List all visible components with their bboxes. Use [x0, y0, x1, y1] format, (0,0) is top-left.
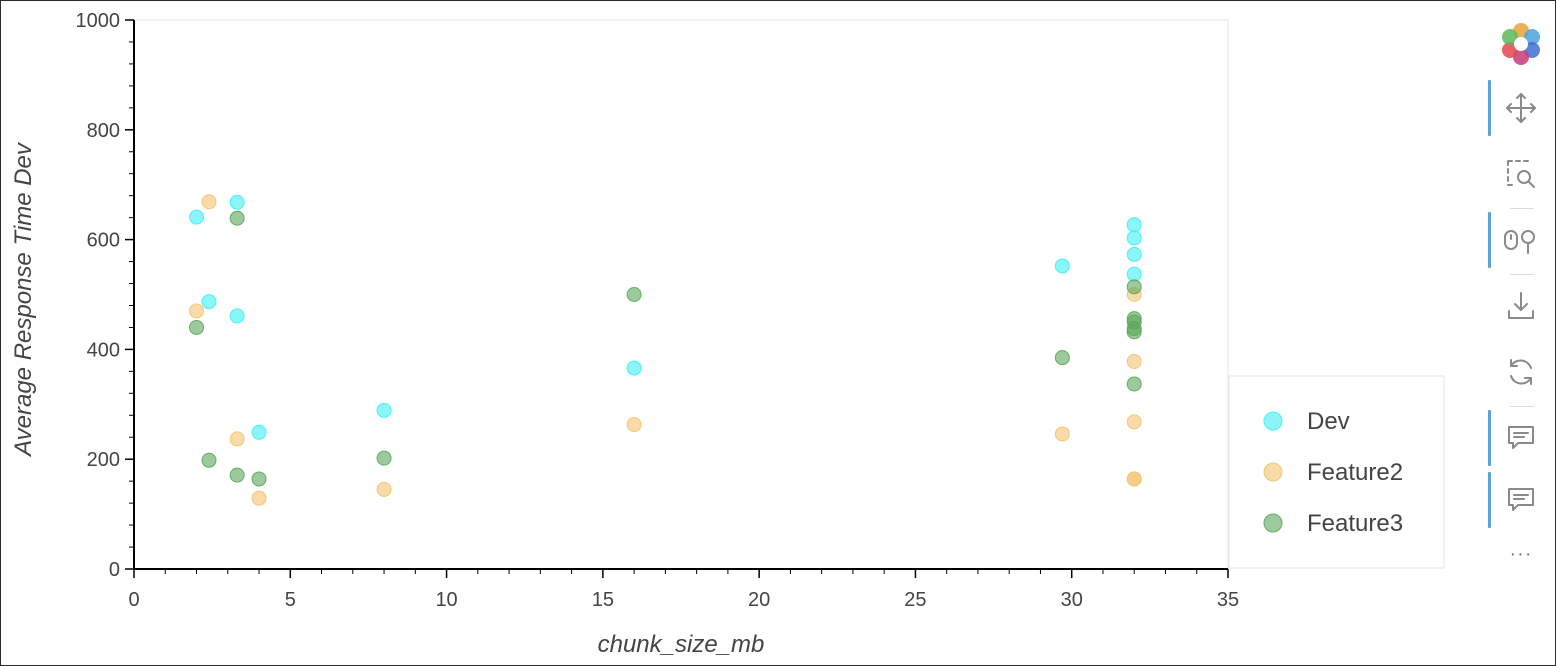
point-feature3-1[interactable] [201, 452, 217, 468]
point-feature3-6[interactable] [626, 287, 642, 302]
box-zoom-tool-button[interactable] [1486, 144, 1556, 204]
y-tick-label: 200 [87, 449, 120, 471]
hover-tooltip-icon [1508, 426, 1534, 449]
points-layer [189, 194, 1142, 506]
legend-label-dev[interactable]: Dev [1307, 408, 1350, 435]
hover-tool-button-2[interactable] [1486, 470, 1556, 530]
y-tick-label: 1000 [76, 10, 121, 32]
point-feature3-12[interactable] [1126, 324, 1142, 340]
point-dev-2[interactable] [229, 194, 245, 210]
point-feature3-0[interactable] [189, 319, 205, 335]
x-tick-label: 35 [1217, 589, 1239, 611]
chart-toolbar: ··· [1486, 14, 1556, 574]
plot-area[interactable] [133, 19, 1229, 570]
wheel-zoom-icon [1504, 230, 1535, 254]
point-feature3-13[interactable] [1126, 376, 1142, 392]
more-options-icon[interactable]: ··· [1509, 543, 1533, 565]
point-feature2-0[interactable] [189, 303, 205, 319]
bokeh-logo-icon[interactable] [1486, 14, 1556, 74]
point-dev-9[interactable] [1126, 230, 1142, 246]
point-dev-4[interactable] [251, 424, 267, 440]
legend-label-feature3[interactable]: Feature3 [1307, 510, 1403, 537]
hover-tool-button-1[interactable] [1486, 408, 1556, 468]
point-feature2-5[interactable] [626, 417, 642, 433]
point-dev-0[interactable] [189, 209, 205, 225]
reset-icon [1510, 359, 1532, 385]
legend-swatch-feature2[interactable] [1263, 462, 1283, 482]
legend-label-feature2[interactable]: Feature2 [1307, 459, 1403, 486]
point-feature3-4[interactable] [251, 471, 267, 487]
y-tick-label: 0 [109, 559, 120, 581]
hover-tooltip-icon [1508, 488, 1534, 511]
point-feature2-8[interactable] [1126, 353, 1142, 369]
reset-tool-button[interactable] [1486, 342, 1556, 402]
point-feature2-11[interactable] [1126, 471, 1142, 487]
point-feature2-6[interactable] [1054, 426, 1070, 442]
box-zoom-icon [1507, 160, 1535, 188]
point-feature2-2[interactable] [229, 431, 245, 447]
y-tick-label: 400 [87, 339, 120, 361]
x-tick-label: 5 [285, 589, 296, 611]
pan-move-icon [1506, 93, 1536, 123]
point-feature2-9[interactable] [1126, 414, 1142, 430]
point-feature3-3[interactable] [229, 467, 245, 483]
point-feature3-8[interactable] [1126, 279, 1142, 295]
save-download-icon [1508, 292, 1534, 319]
point-dev-11[interactable] [1126, 266, 1142, 282]
point-feature2-4[interactable] [376, 481, 392, 497]
x-tick-label: 15 [592, 589, 614, 611]
point-dev-5[interactable] [376, 402, 392, 418]
y-axis-title: Average Response Time Dev [10, 141, 37, 458]
point-feature2-3[interactable] [251, 490, 267, 506]
axes-layer: 0 5 10 15 20 25 30 35 0 200 400 600 800 1000 [76, 10, 1240, 611]
x-axis-title: chunk_size_mb [598, 631, 765, 658]
point-dev-8[interactable] [1126, 217, 1142, 233]
x-tick-label: 0 [128, 589, 139, 611]
point-dev-7[interactable] [1054, 258, 1070, 274]
point-dev-6[interactable] [626, 360, 642, 376]
y-tick-label: 600 [87, 230, 120, 252]
legend[interactable]: Dev Feature2 Feature3 [1228, 375, 1445, 569]
x-tick-label: 30 [1061, 589, 1083, 611]
x-tick-label: 25 [904, 589, 926, 611]
legend-swatch-dev[interactable] [1263, 411, 1283, 431]
y-tick-label: 800 [87, 120, 120, 142]
x-tick-label: 10 [435, 589, 457, 611]
x-tick-label: 20 [748, 589, 770, 611]
scatter-chart[interactable]: 0 5 10 15 20 25 30 35 0 200 400 600 800 1000 Dev Featu… [0, 0, 1486, 666]
point-dev-3[interactable] [229, 308, 245, 324]
point-dev-10[interactable] [1126, 246, 1142, 262]
pan-tool-button[interactable] [1486, 78, 1556, 138]
point-feature2-1[interactable] [201, 194, 217, 210]
save-tool-button[interactable] [1486, 276, 1556, 336]
legend-swatch-feature3[interactable] [1263, 513, 1283, 533]
point-feature3-5[interactable] [376, 450, 392, 466]
point-dev-1[interactable] [201, 294, 217, 310]
point-feature3-7[interactable] [1054, 350, 1070, 366]
point-feature3-2[interactable] [229, 210, 245, 226]
wheel-zoom-tool-button[interactable] [1486, 210, 1556, 270]
